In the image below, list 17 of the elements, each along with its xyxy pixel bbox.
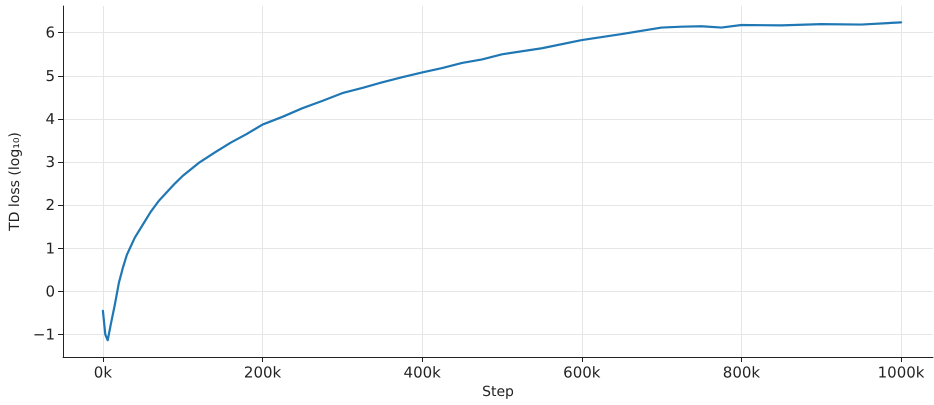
y-tick-label: 2 — [45, 196, 56, 214]
line-series — [102, 21, 902, 342]
x-tick-label: 600k — [563, 364, 601, 382]
y-axis-title: TD loss (log₁₀) — [7, 132, 23, 232]
x-axis-title: Step — [482, 384, 514, 400]
x-tick-label: 800k — [722, 364, 760, 382]
y-tick-label: 6 — [45, 24, 56, 42]
x-tick-label: 200k — [244, 364, 282, 382]
y-tick-label: −1 — [32, 326, 56, 344]
x-tick-label: 0k — [94, 364, 112, 382]
x-tick-label: 1000k — [878, 364, 925, 382]
y-tick-label: 4 — [45, 110, 56, 128]
y-tick-label: 1 — [45, 239, 56, 258]
y-tick-label: 3 — [45, 153, 56, 172]
x-tick-label: 400k — [404, 364, 442, 382]
y-tick-label: 0 — [45, 282, 56, 300]
y-tick-label: 5 — [45, 66, 56, 85]
